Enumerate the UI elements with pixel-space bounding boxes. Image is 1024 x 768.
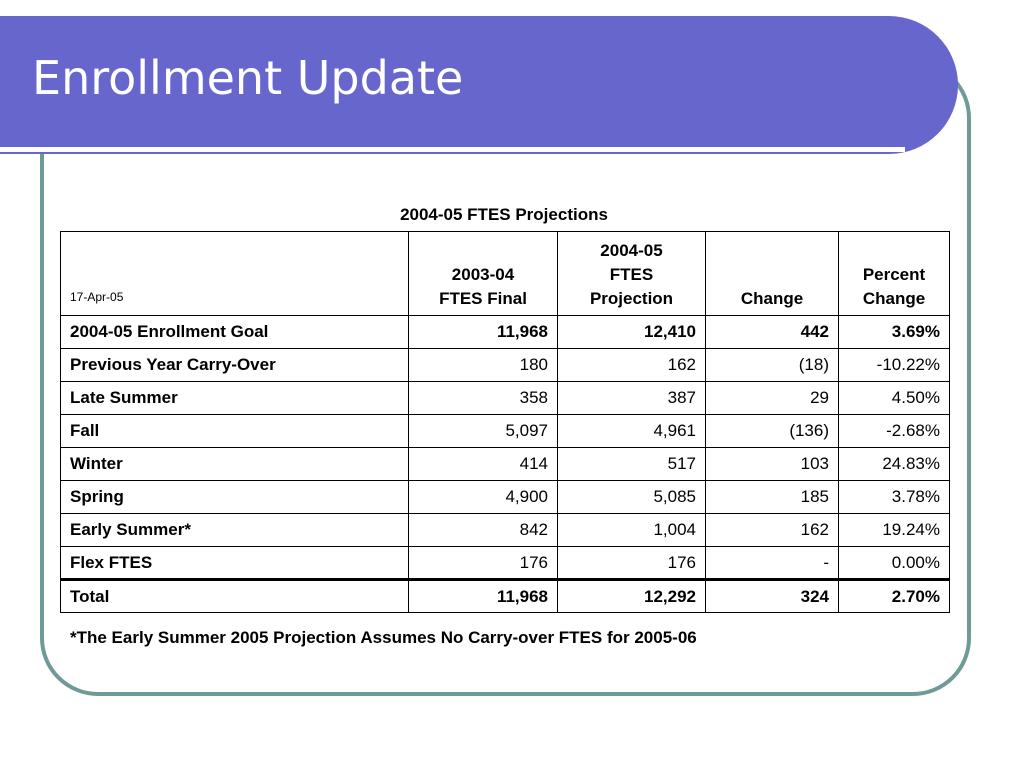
cell-percent: -2.68% — [838, 414, 950, 448]
cell-percent: 24.83% — [838, 447, 950, 481]
table-row: Late Summer 358 387 29 4.50% — [60, 381, 950, 415]
cell-projection: 5,085 — [557, 480, 706, 514]
table-row: Spring 4,900 5,085 185 3.78% — [60, 480, 950, 514]
table-row: 2004-05 Enrollment Goal 11,968 12,410 44… — [60, 315, 950, 349]
row-label: 2004-05 Enrollment Goal — [60, 315, 409, 349]
table-footnote: *The Early Summer 2005 Projection Assume… — [70, 628, 697, 647]
slide-title: Enrollment Update — [32, 51, 464, 105]
row-label: Fall — [60, 414, 409, 448]
table-row: Early Summer* 842 1,004 162 19.24% — [60, 513, 950, 547]
header-text: Projection — [589, 289, 674, 308]
table-row: Previous Year Carry-Over 180 162 (18) -1… — [60, 348, 950, 382]
row-label: Flex FTES — [60, 546, 409, 580]
total-projection: 12,292 — [557, 578, 706, 613]
header-2003-04-final: 2003-04 FTES Final — [408, 231, 558, 316]
cell-percent: 0.00% — [838, 546, 950, 580]
ftes-projections-table: 17-Apr-05 2003-04 FTES Final 2004-05 FTES P… — [60, 231, 950, 613]
cell-projection: 12,410 — [557, 315, 706, 349]
cell-percent: 19.24% — [838, 513, 950, 547]
header-text: Percent — [862, 265, 926, 284]
table-caption: 2004-05 FTES Projections — [400, 205, 608, 224]
cell-change: - — [705, 546, 839, 580]
cell-projection: 4,961 — [557, 414, 706, 448]
cell-projection: 162 — [557, 348, 706, 382]
total-percent: 2.70% — [838, 578, 950, 613]
row-label: Previous Year Carry-Over — [60, 348, 409, 382]
cell-projection: 387 — [557, 381, 706, 415]
header-2004-05-projection: 2004-05 FTES Projection — [557, 231, 706, 316]
cell-change: 29 — [705, 381, 839, 415]
cell-final: 180 — [408, 348, 558, 382]
cell-final: 4,900 — [408, 480, 558, 514]
cell-final: 414 — [408, 447, 558, 481]
header-percent-change: Percent Change — [838, 231, 950, 316]
cell-percent: -10.22% — [838, 348, 950, 382]
header-text: Change — [862, 289, 926, 308]
title-bar — [0, 16, 958, 154]
cell-percent: 4.50% — [838, 381, 950, 415]
cell-projection: 517 — [557, 447, 706, 481]
cell-final: 842 — [408, 513, 558, 547]
cell-final: 358 — [408, 381, 558, 415]
header-text: FTES — [609, 265, 654, 284]
cell-percent: 3.69% — [838, 315, 950, 349]
cell-percent: 3.78% — [838, 480, 950, 514]
total-final: 11,968 — [408, 578, 558, 613]
row-label: Winter — [60, 447, 409, 481]
cell-change: 442 — [705, 315, 839, 349]
header-text: 2004-05 — [600, 241, 663, 260]
header-change: Change — [705, 231, 839, 316]
cell-change: 185 — [705, 480, 839, 514]
row-label: Early Summer* — [60, 513, 409, 547]
total-change: 324 — [705, 578, 839, 613]
table-header-row: 17-Apr-05 2003-04 FTES Final 2004-05 FTES P… — [60, 231, 950, 316]
cell-change: 162 — [705, 513, 839, 547]
cell-final: 11,968 — [408, 315, 558, 349]
row-label: Late Summer — [60, 381, 409, 415]
cell-change: 103 — [705, 447, 839, 481]
table-row: Fall 5,097 4,961 (136) -2.68% — [60, 414, 950, 448]
cell-projection: 1,004 — [557, 513, 706, 547]
table-row: Winter 414 517 103 24.83% — [60, 447, 950, 481]
table-date: 17-Apr-05 — [60, 231, 409, 316]
cell-change: (18) — [705, 348, 839, 382]
cell-projection: 176 — [557, 546, 706, 580]
header-text: 2003-04 — [451, 265, 515, 284]
table-row: Flex FTES 176 176 - 0.00% — [60, 546, 950, 580]
cell-change: (136) — [705, 414, 839, 448]
title-underline — [0, 147, 905, 152]
cell-final: 176 — [408, 546, 558, 580]
table-total-row: Total 11,968 12,292 324 2.70% — [60, 578, 950, 613]
header-text: FTES Final — [439, 289, 527, 308]
row-label: Spring — [60, 480, 409, 514]
total-label: Total — [60, 578, 409, 613]
cell-final: 5,097 — [408, 414, 558, 448]
